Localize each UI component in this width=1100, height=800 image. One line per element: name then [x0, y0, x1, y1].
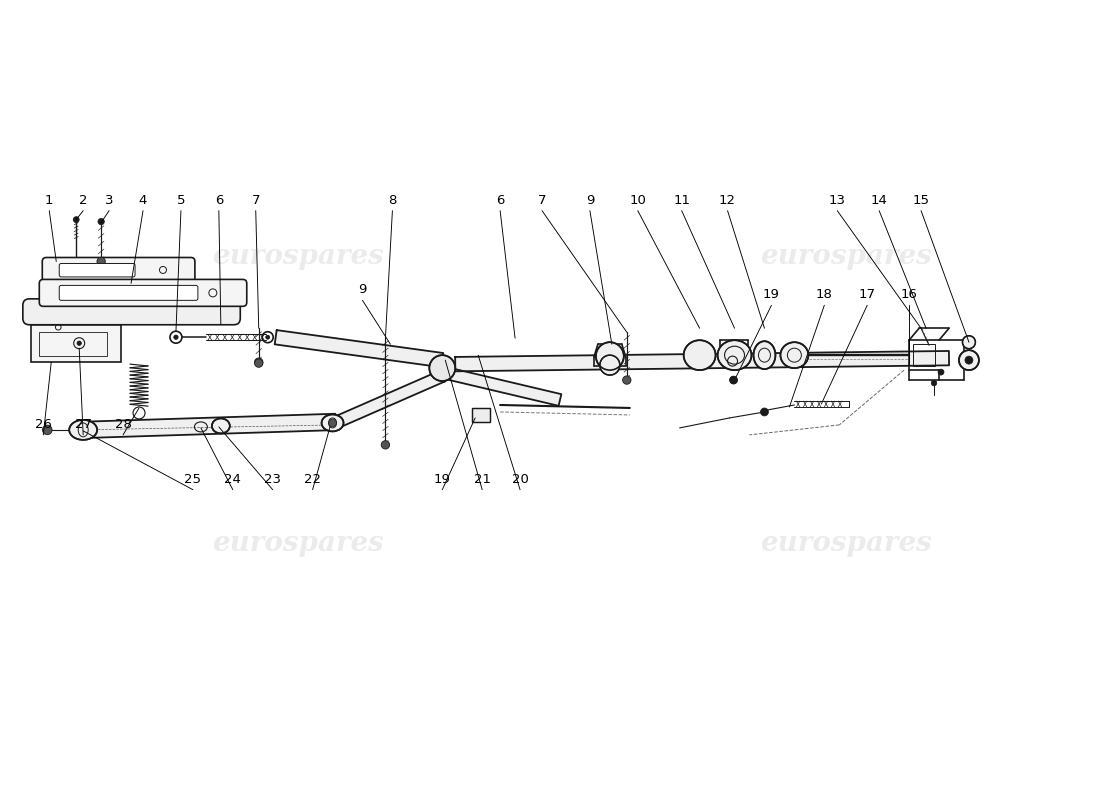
Text: 3: 3 — [104, 194, 113, 206]
Circle shape — [600, 355, 619, 375]
Bar — [40, 332, 107, 356]
Circle shape — [174, 335, 178, 339]
Text: eurospares: eurospares — [212, 530, 384, 557]
Text: eurospares: eurospares — [760, 243, 932, 270]
Text: 14: 14 — [871, 194, 888, 206]
Text: eurospares: eurospares — [212, 243, 384, 270]
Polygon shape — [82, 414, 336, 438]
Bar — [472, 408, 491, 422]
Text: 23: 23 — [264, 473, 282, 486]
Circle shape — [77, 341, 81, 346]
Ellipse shape — [717, 340, 751, 370]
FancyBboxPatch shape — [59, 263, 135, 277]
Circle shape — [965, 356, 972, 364]
Text: 7: 7 — [538, 194, 547, 206]
Text: 8: 8 — [388, 194, 397, 206]
Text: 7: 7 — [252, 194, 260, 206]
Circle shape — [932, 380, 937, 386]
Text: 16: 16 — [901, 288, 917, 302]
Circle shape — [329, 419, 337, 426]
Text: 19: 19 — [763, 288, 780, 302]
Text: 22: 22 — [304, 473, 321, 486]
Text: 24: 24 — [224, 473, 241, 486]
FancyBboxPatch shape — [40, 279, 246, 306]
Polygon shape — [449, 368, 561, 406]
Circle shape — [97, 258, 106, 266]
Text: 4: 4 — [139, 194, 147, 206]
Circle shape — [623, 376, 631, 384]
Polygon shape — [275, 330, 443, 367]
Ellipse shape — [754, 342, 776, 369]
Ellipse shape — [69, 420, 97, 440]
Ellipse shape — [780, 342, 808, 368]
Polygon shape — [455, 351, 949, 371]
Text: 13: 13 — [828, 194, 846, 206]
Text: 18: 18 — [816, 288, 833, 302]
Text: 1: 1 — [45, 194, 54, 206]
Circle shape — [596, 342, 624, 370]
FancyBboxPatch shape — [59, 286, 198, 300]
Text: 6: 6 — [496, 194, 504, 206]
Text: 12: 12 — [719, 194, 736, 206]
Text: 11: 11 — [673, 194, 690, 206]
Text: 27: 27 — [75, 418, 91, 431]
Bar — [472, 408, 491, 422]
Circle shape — [938, 369, 944, 375]
Bar — [31, 326, 121, 362]
Text: 17: 17 — [859, 288, 876, 302]
Circle shape — [729, 376, 737, 384]
Ellipse shape — [321, 414, 343, 431]
Text: 26: 26 — [35, 418, 52, 431]
Text: 20: 20 — [512, 473, 528, 486]
Circle shape — [959, 350, 979, 370]
Text: 10: 10 — [629, 194, 646, 206]
Circle shape — [962, 336, 976, 349]
Text: 15: 15 — [913, 194, 930, 206]
Circle shape — [98, 218, 104, 225]
Circle shape — [429, 355, 455, 381]
Circle shape — [760, 408, 769, 416]
Text: 5: 5 — [177, 194, 185, 206]
Ellipse shape — [212, 418, 230, 434]
Text: 9: 9 — [359, 283, 366, 296]
Circle shape — [254, 358, 263, 366]
Text: 2: 2 — [79, 194, 87, 206]
Polygon shape — [328, 370, 444, 430]
Circle shape — [254, 359, 263, 367]
Circle shape — [43, 425, 52, 434]
FancyBboxPatch shape — [42, 258, 195, 282]
Bar — [913, 344, 935, 366]
Circle shape — [382, 441, 389, 449]
Text: 28: 28 — [114, 418, 132, 431]
Ellipse shape — [684, 340, 716, 370]
FancyBboxPatch shape — [23, 299, 240, 325]
Text: 9: 9 — [585, 194, 594, 206]
Circle shape — [266, 335, 270, 339]
Text: 21: 21 — [474, 473, 491, 486]
Text: 25: 25 — [185, 473, 201, 486]
Text: eurospares: eurospares — [760, 530, 932, 557]
Text: 6: 6 — [214, 194, 223, 206]
Circle shape — [74, 217, 79, 222]
Text: 19: 19 — [433, 473, 451, 486]
